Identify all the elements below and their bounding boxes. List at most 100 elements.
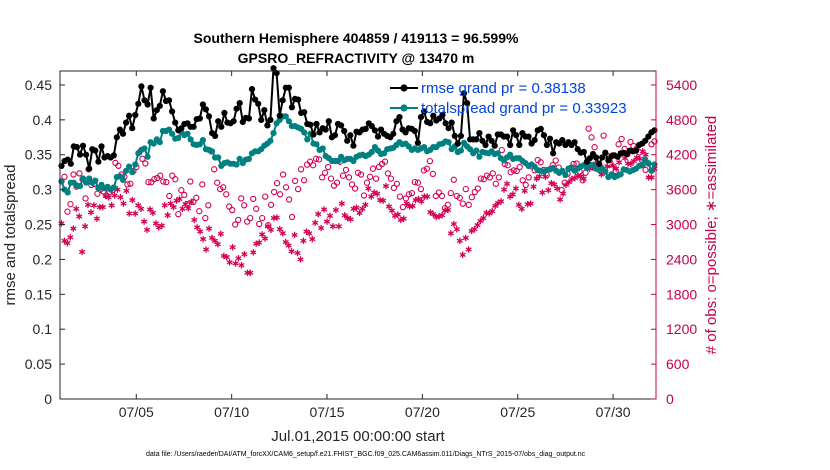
rmse-point	[371, 127, 378, 134]
obs-possible-point	[381, 158, 389, 165]
obs-assimilated-point	[489, 208, 496, 215]
obs-possible-point	[262, 193, 269, 200]
rmse-point	[651, 127, 658, 134]
rmse-point	[374, 133, 382, 140]
spread-point	[445, 139, 452, 146]
obs-assimilated-point	[559, 190, 567, 197]
spread-point	[368, 148, 375, 156]
obs-possible-point	[399, 203, 407, 211]
rmse-point	[273, 70, 280, 77]
obs-assimilated-point	[229, 244, 236, 251]
rmse-point	[113, 134, 120, 141]
x-tick-label: 07/30	[596, 404, 631, 420]
right-tick-label: 4200	[666, 147, 697, 163]
obs-assimilated-point	[129, 196, 136, 204]
right-tick-label: 1200	[666, 321, 697, 337]
rmse-point	[632, 147, 640, 154]
obs-possible-point	[196, 208, 203, 215]
legend-rmse-label: rmse grand pr = 0.38138	[421, 80, 586, 97]
obs-possible-point	[423, 165, 431, 172]
spread-point	[184, 130, 191, 137]
obs-possible-point	[211, 166, 218, 173]
rmse-point	[295, 96, 302, 103]
obs-possible-point	[238, 195, 245, 202]
obs-assimilated-point	[462, 234, 469, 242]
obs-possible-point	[393, 180, 401, 187]
obs-possible-point	[178, 187, 185, 194]
obs-assimilated-point	[264, 223, 272, 230]
obs-possible-point	[462, 185, 469, 193]
spread-point	[602, 168, 609, 175]
left-tick-label: 0	[44, 391, 52, 407]
obs-assimilated-point	[73, 205, 80, 212]
rmse-point	[338, 122, 345, 129]
obs-assimilated-point	[176, 195, 183, 203]
obs-assimilated-point	[247, 269, 254, 276]
x-tick-label: 07/15	[309, 404, 344, 420]
left-tick-label: 0.05	[25, 356, 52, 372]
obs-possible-point	[327, 175, 335, 182]
obs-possible-point	[618, 135, 625, 143]
obs-possible-point	[339, 172, 347, 179]
right-tick-label: 3000	[666, 217, 697, 233]
right-tick-label: 5400	[666, 77, 697, 93]
obs-assimilated-point	[205, 225, 213, 232]
spread-point	[473, 147, 480, 154]
legend: rmse grand pr = 0.38138 totalspread gran…	[390, 80, 627, 117]
obs-assimilated-point	[312, 219, 319, 226]
obs-assimilated-point	[267, 226, 275, 233]
rmse-point	[362, 125, 369, 132]
obs-possible-point	[223, 191, 230, 198]
spread-point	[156, 139, 163, 146]
obs-possible-point	[522, 181, 529, 189]
spread-point	[187, 136, 194, 143]
obs-possible-point	[205, 202, 212, 209]
obs-possible-point	[450, 176, 457, 183]
legend-spread-marker	[400, 104, 408, 112]
obs-possible-point	[273, 180, 281, 187]
obs-possible-point	[459, 200, 466, 207]
obs-assimilated-point	[309, 235, 316, 243]
obs-assimilated-point	[99, 203, 106, 211]
rmse-point	[233, 105, 240, 112]
rmse-point	[451, 132, 458, 139]
obs-possible-point	[495, 174, 502, 181]
obs-assimilated-point	[288, 248, 295, 255]
obs-assimilated-point	[459, 251, 466, 258]
obs-assimilated-point	[456, 237, 463, 244]
chart-title-line1: Southern Hemisphere 404859 / 419113 = 96…	[194, 30, 519, 46]
obs-assimilated-point	[291, 231, 298, 239]
obs-possible-point	[300, 177, 308, 184]
obs-assimilated-point	[347, 216, 354, 223]
obs-possible-point	[297, 166, 305, 173]
rmse-point	[448, 119, 455, 126]
obs-assimilated-point	[477, 217, 484, 225]
spread-point	[132, 161, 139, 168]
obs-possible-point	[390, 184, 398, 192]
rmse-point	[248, 86, 256, 93]
rmse-point	[602, 149, 609, 156]
x-tick-label: 07/20	[405, 404, 440, 420]
obs-assimilated-point	[197, 228, 204, 235]
obs-possible-point	[513, 167, 520, 175]
obs-assimilated-point	[418, 198, 425, 205]
obs-assimilated-point	[126, 210, 133, 217]
obs-assimilated-point	[161, 202, 168, 209]
obs-possible-point	[202, 214, 209, 222]
obs-assimilated-point	[509, 191, 517, 198]
rmse-point	[396, 114, 403, 121]
obs-assimilated-point	[542, 173, 549, 180]
rmse-point	[301, 109, 308, 116]
obs-possible-point	[489, 170, 496, 177]
rmse-point	[199, 101, 206, 108]
obs-assimilated-point	[639, 148, 646, 155]
obs-possible-point	[519, 177, 526, 184]
obs-possible-point	[498, 146, 505, 154]
rmse-point	[482, 141, 489, 149]
obs-assimilated-point	[261, 235, 269, 242]
rmse-point	[454, 140, 461, 147]
obs-possible-point	[291, 177, 299, 185]
x-tick-label: 07/25	[500, 404, 535, 420]
obs-possible-point	[250, 195, 257, 203]
